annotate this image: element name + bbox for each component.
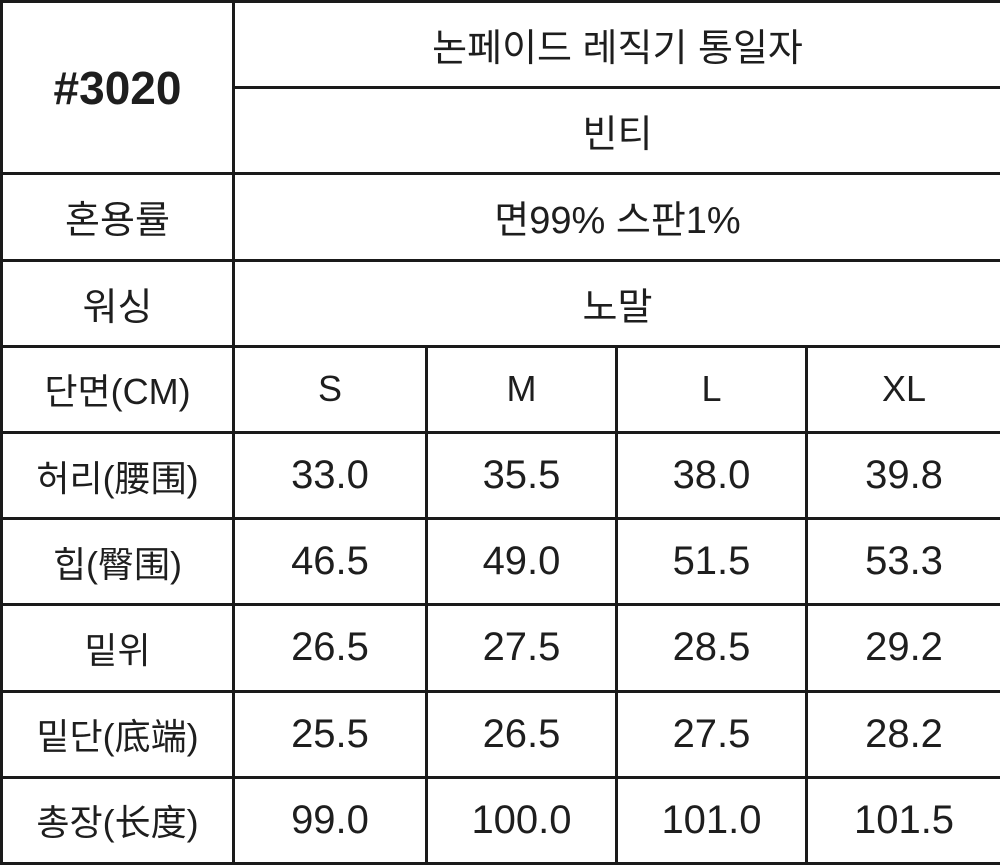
cell-value: 101.0	[615, 775, 808, 865]
cell-value: 33.0	[232, 430, 428, 521]
cell-value: 26.5	[425, 689, 618, 779]
size-header-label: 단면(CM)	[0, 344, 235, 434]
cell-value: 49.0	[425, 517, 618, 607]
table-row-waist: 허리(腰围) 33.0 35.5 38.0 39.8	[0, 430, 1000, 521]
size-header-row: 단면(CM) S M L XL	[0, 344, 1000, 434]
size-header-l: L	[615, 344, 808, 434]
washing-label: 워싱	[0, 258, 235, 348]
cell-value: 28.5	[615, 603, 808, 693]
cell-value: 39.8	[804, 430, 1000, 521]
composition-label: 혼용률	[0, 172, 235, 262]
size-header-s: S	[232, 344, 428, 434]
product-name: 논페이드 레직기 통일자	[231, 0, 1000, 90]
row-label: 힙(臀围)	[0, 517, 235, 607]
product-fit: 빈티	[231, 86, 1000, 176]
cell-value: 29.2	[804, 603, 1000, 693]
fit-row: 빈티	[2, 86, 1000, 176]
row-label: 허리(腰围)	[0, 430, 235, 521]
cell-value: 46.5	[232, 517, 428, 607]
composition-row: 혼용률 면99% 스판1%	[0, 172, 1000, 262]
cell-value: 101.5	[804, 775, 1000, 865]
washing-value: 노말	[231, 258, 1000, 348]
row-label: 총장(长度)	[0, 775, 235, 865]
cell-value: 28.2	[804, 689, 1000, 779]
washing-row: 워싱 노말	[0, 258, 1000, 348]
product-code: #3020	[0, 0, 235, 176]
cell-value: 100.0	[425, 775, 618, 865]
cell-value: 99.0	[232, 775, 428, 865]
cell-value: 25.5	[232, 689, 428, 779]
table-row-length: 총장(长度) 99.0 100.0 101.0 101.5	[0, 775, 1000, 865]
cell-value: 53.3	[804, 517, 1000, 607]
table-row-rise: 밑위 26.5 27.5 28.5 29.2	[0, 603, 1000, 693]
cell-value: 38.0	[615, 430, 808, 521]
cell-value: 26.5	[232, 603, 428, 693]
cell-value: 51.5	[615, 517, 808, 607]
composition-value: 면99% 스판1%	[231, 172, 1000, 262]
title-row: #3020 논페이드 레직기 통일자	[0, 0, 1000, 176]
table-row-hip: 힙(臀围) 46.5 49.0 51.5 53.3	[0, 517, 1000, 607]
row-label: 밑위	[0, 603, 235, 693]
size-header-m: M	[425, 344, 618, 434]
cell-value: 27.5	[425, 603, 618, 693]
cell-value: 27.5	[615, 689, 808, 779]
cell-value: 35.5	[425, 430, 618, 521]
table-row-hem: 밑단(底端) 25.5 26.5 27.5 28.2	[0, 689, 1000, 779]
size-header-xl: XL	[804, 344, 1000, 434]
row-label: 밑단(底端)	[0, 689, 235, 779]
